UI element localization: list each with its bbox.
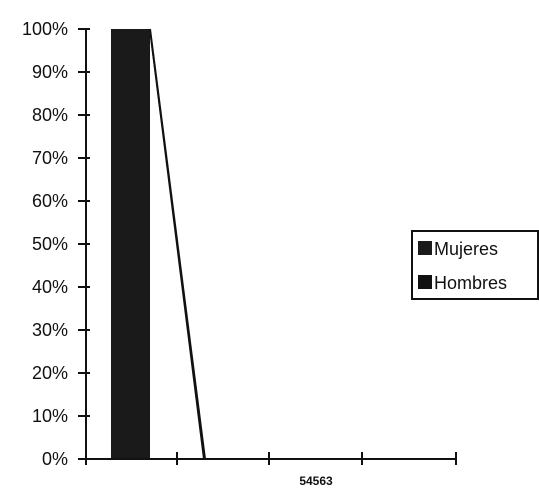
y-tick-label: 60% — [32, 191, 68, 211]
y-tick-label: 80% — [32, 105, 68, 125]
y-axis-ticks: 0% 10% 20% 30% 40% 50% 60% 70% 80% 90% 100% — [22, 19, 90, 469]
y-tick-label: 30% — [32, 320, 68, 340]
legend-swatch-mujeres — [418, 241, 432, 255]
x-category-label: 54563 — [299, 474, 333, 488]
legend-label-hombres: Hombres — [434, 273, 507, 293]
series-hombres-line — [149, 28, 206, 460]
x-axis-ticks — [85, 452, 457, 465]
y-tick-label: 10% — [32, 406, 68, 426]
plot-area — [111, 28, 206, 460]
y-tick-label: 0% — [42, 449, 68, 469]
y-tick-label: 70% — [32, 148, 68, 168]
y-tick-label: 50% — [32, 234, 68, 254]
y-tick-label: 90% — [32, 62, 68, 82]
series-mujeres-area — [111, 29, 150, 459]
legend-swatch-hombres — [418, 275, 432, 289]
y-tick-label: 40% — [32, 277, 68, 297]
legend-box — [411, 230, 539, 300]
y-tick-label: 20% — [32, 363, 68, 383]
legend: Mujeres Hombres — [411, 230, 539, 300]
y-tick-label: 100% — [22, 19, 68, 39]
legend-label-mujeres: Mujeres — [434, 239, 498, 259]
